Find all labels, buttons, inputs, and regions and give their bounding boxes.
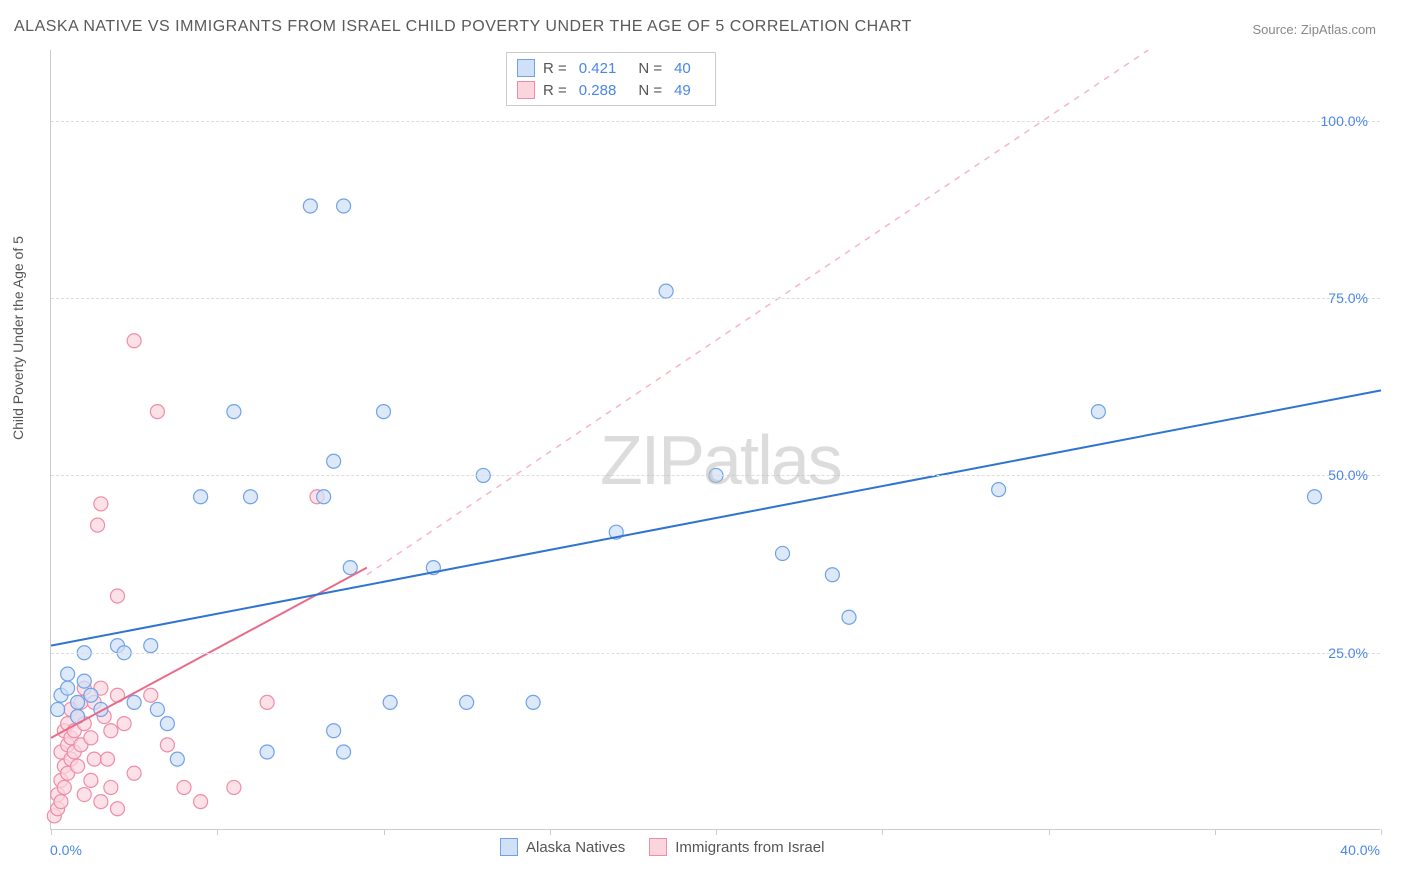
data-point (61, 667, 75, 681)
data-point (91, 518, 105, 532)
stat-row-pink: R = 0.288 N = 49 (517, 79, 705, 101)
legend-label-pink: Immigrants from Israel (675, 839, 824, 856)
plot-area: 25.0% 50.0% 75.0% 100.0% (50, 50, 1380, 830)
data-point (327, 454, 341, 468)
legend-item-blue: Alaska Natives (500, 838, 625, 856)
data-point (87, 752, 101, 766)
data-point (992, 483, 1006, 497)
y-axis-label: Child Poverty Under the Age of 5 (10, 236, 26, 440)
data-point (127, 334, 141, 348)
x-tick (217, 829, 218, 835)
data-point (111, 589, 125, 603)
y-tick-label: 100.0% (1321, 113, 1368, 129)
data-point (194, 795, 208, 809)
data-point (51, 702, 65, 716)
data-point (244, 490, 258, 504)
x-tick (384, 829, 385, 835)
x-axis-min-label: 0.0% (50, 842, 82, 858)
legend-label-blue: Alaska Natives (526, 839, 625, 856)
data-point (825, 568, 839, 582)
x-tick (51, 829, 52, 835)
data-point (303, 199, 317, 213)
data-point (1308, 490, 1322, 504)
gridline (51, 298, 1380, 299)
data-point (71, 695, 85, 709)
swatch-blue (517, 59, 535, 77)
y-tick-label: 50.0% (1328, 467, 1368, 483)
data-point (101, 752, 115, 766)
gridline (51, 653, 1380, 654)
swatch-blue-icon (500, 838, 518, 856)
data-point (377, 405, 391, 419)
gridline (51, 121, 1380, 122)
x-tick (882, 829, 883, 835)
data-point (77, 674, 91, 688)
data-point (84, 731, 98, 745)
data-point (84, 773, 98, 787)
data-point (94, 497, 108, 511)
data-point (61, 681, 75, 695)
data-point (659, 284, 673, 298)
data-point (117, 717, 131, 731)
data-point (194, 490, 208, 504)
swatch-pink (517, 81, 535, 99)
chart-container: ALASKA NATIVE VS IMMIGRANTS FROM ISRAEL … (0, 0, 1406, 892)
data-point (317, 490, 331, 504)
swatch-pink-icon (649, 838, 667, 856)
chart-title: ALASKA NATIVE VS IMMIGRANTS FROM ISRAEL … (14, 18, 912, 36)
data-point (383, 695, 397, 709)
data-point (460, 695, 474, 709)
data-point (170, 752, 184, 766)
stat-row-blue: R = 0.421 N = 40 (517, 57, 705, 79)
data-point (94, 795, 108, 809)
stat-legend: R = 0.421 N = 40 R = 0.288 N = 49 (506, 52, 716, 106)
data-point (177, 780, 191, 794)
data-point (71, 759, 85, 773)
bottom-legend: Alaska Natives Immigrants from Israel (500, 838, 824, 856)
data-point (227, 780, 241, 794)
data-point (776, 546, 790, 560)
y-tick-label: 25.0% (1328, 645, 1368, 661)
data-point (337, 745, 351, 759)
data-point (343, 561, 357, 575)
legend-item-pink: Immigrants from Israel (649, 838, 824, 856)
x-tick (550, 829, 551, 835)
data-point (84, 688, 98, 702)
x-tick (1215, 829, 1216, 835)
data-point (127, 766, 141, 780)
data-point (144, 688, 158, 702)
data-point (104, 780, 118, 794)
data-point (144, 639, 158, 653)
data-point (150, 405, 164, 419)
data-point (260, 745, 274, 759)
data-point (160, 738, 174, 752)
data-point (127, 695, 141, 709)
gridline (51, 475, 1380, 476)
data-point (327, 724, 341, 738)
source-label: Source: ZipAtlas.com (1252, 22, 1376, 37)
data-point (77, 788, 91, 802)
data-point (842, 610, 856, 624)
data-point (57, 780, 71, 794)
data-point (1091, 405, 1105, 419)
x-tick (1381, 829, 1382, 835)
data-point (227, 405, 241, 419)
data-point (160, 717, 174, 731)
data-point (150, 702, 164, 716)
data-point (104, 724, 118, 738)
x-tick (716, 829, 717, 835)
x-axis-max-label: 40.0% (1340, 842, 1380, 858)
data-point (111, 802, 125, 816)
y-tick-label: 75.0% (1328, 290, 1368, 306)
data-point (54, 795, 68, 809)
data-point (526, 695, 540, 709)
x-tick (1049, 829, 1050, 835)
data-point (260, 695, 274, 709)
plot-svg (51, 50, 1380, 829)
data-point (337, 199, 351, 213)
